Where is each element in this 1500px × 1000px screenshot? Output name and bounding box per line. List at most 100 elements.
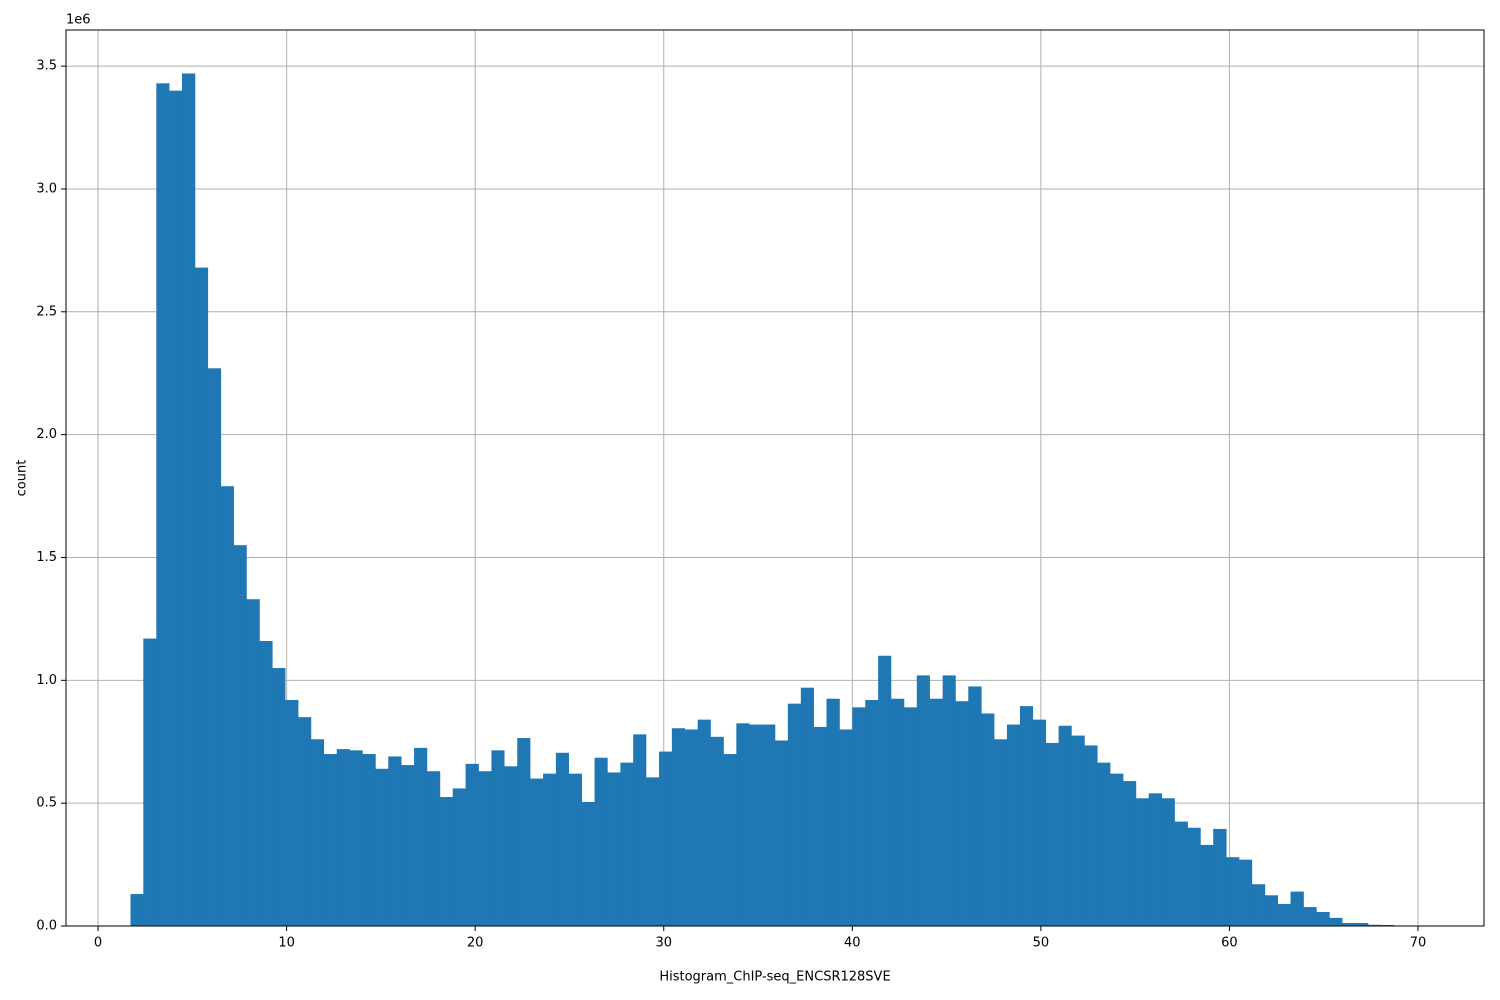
- y-tick-label: 2.0: [36, 427, 57, 442]
- histogram-bar: [852, 707, 866, 926]
- histogram-bar: [1342, 923, 1356, 926]
- histogram-bar: [1355, 923, 1369, 926]
- plot-frame: [65, 29, 1485, 927]
- histogram-bar: [839, 729, 853, 926]
- histogram-bar: [607, 772, 621, 926]
- histogram-bar: [310, 739, 325, 926]
- histogram-bar: [401, 765, 415, 926]
- histogram-bar: [1123, 781, 1137, 926]
- histogram-bar: [916, 675, 930, 926]
- histogram-bar: [659, 751, 673, 926]
- histogram-bar: [388, 756, 402, 926]
- histogram-bar: [1097, 762, 1111, 926]
- histogram-bar: [1161, 798, 1175, 926]
- histogram-bar: [1226, 857, 1240, 926]
- histogram-bar: [929, 698, 943, 926]
- histogram-bar: [594, 757, 608, 926]
- histogram-bar: [1019, 706, 1034, 926]
- histogram-bar: [581, 801, 595, 926]
- y-offset-text: 1e6: [66, 13, 91, 28]
- x-tick-label: 40: [844, 936, 861, 951]
- histogram-bar: [272, 668, 286, 926]
- histogram-bar: [1368, 924, 1382, 926]
- histogram-bar: [568, 773, 583, 926]
- histogram-bar: [775, 740, 789, 926]
- histogram-bar: [1277, 903, 1291, 926]
- histogram-bar: [414, 747, 428, 926]
- histogram-bar: [826, 698, 840, 926]
- histogram-bar: [426, 771, 441, 926]
- histogram-bar: [194, 267, 209, 927]
- histogram-bar: [1187, 827, 1201, 926]
- y-axis-label: count: [15, 460, 30, 497]
- histogram-bar: [1239, 859, 1253, 926]
- histogram-bar: [890, 698, 905, 926]
- histogram-bar: [710, 736, 724, 926]
- y-tick-label: 0.0: [36, 919, 57, 934]
- histogram-bar: [504, 766, 518, 926]
- histogram-bar: [478, 771, 492, 926]
- histogram-bar: [323, 754, 338, 926]
- histogram-bar: [285, 699, 299, 926]
- histogram-bar: [865, 699, 879, 926]
- histogram-bar: [349, 750, 363, 926]
- histogram-bar: [130, 894, 144, 926]
- y-tick-label: 0.5: [36, 796, 57, 811]
- histogram-bar: [517, 738, 531, 926]
- x-tick-label: 10: [278, 936, 295, 951]
- histogram-bar: [736, 723, 750, 926]
- histogram-bar: [1084, 745, 1098, 926]
- histogram-bar: [800, 687, 814, 926]
- histogram-bar: [981, 713, 995, 926]
- histogram-bar: [723, 754, 737, 926]
- histogram-bar: [1006, 724, 1021, 926]
- histogram-bar: [1058, 725, 1072, 926]
- histogram-bar: [1200, 844, 1214, 926]
- histogram-bar: [1071, 735, 1085, 926]
- histogram-bar: [1032, 719, 1047, 926]
- histogram-bar: [903, 707, 918, 926]
- histogram-bar: [762, 724, 776, 926]
- histogram-bar: [452, 788, 466, 926]
- histogram-bar: [994, 739, 1008, 926]
- x-tick-label: 0: [94, 936, 102, 951]
- y-tick-label: 1.5: [36, 550, 57, 565]
- histogram-bar: [375, 768, 389, 926]
- histogram-bar: [465, 763, 479, 926]
- histogram-bar: [1148, 793, 1163, 926]
- x-tick-label: 70: [1410, 936, 1427, 951]
- histogram-bar: [1110, 773, 1124, 926]
- histogram-bar: [169, 90, 183, 927]
- y-tick-label: 3.0: [36, 181, 57, 196]
- histogram-bar: [143, 638, 157, 926]
- histogram-bar: [1316, 911, 1330, 926]
- histogram-bar: [813, 726, 827, 926]
- histogram-bar: [555, 752, 570, 926]
- histogram-bar: [1135, 798, 1150, 926]
- histogram-bar: [684, 729, 698, 926]
- y-tick-label: 1.0: [36, 673, 57, 688]
- y-tick-label: 3.5: [36, 59, 57, 74]
- histogram-bar: [633, 734, 647, 926]
- histogram-bar: [749, 724, 763, 926]
- histogram-bar: [439, 797, 454, 926]
- histogram-bar: [298, 717, 312, 926]
- histogram-bar: [336, 749, 350, 926]
- histogram-bar: [646, 777, 660, 926]
- histogram-bar: [1251, 884, 1266, 926]
- histogram-bar: [1213, 828, 1227, 926]
- histogram-bar: [362, 754, 376, 926]
- histogram-bar: [787, 703, 802, 926]
- x-tick-label: 60: [1221, 936, 1238, 951]
- x-tick-label: 50: [1033, 936, 1050, 951]
- histogram-bar: [246, 599, 260, 926]
- histogram-bar: [543, 773, 557, 926]
- histogram-bar: [1303, 907, 1317, 926]
- histogram-bar: [1290, 891, 1304, 926]
- histogram-bar: [156, 83, 170, 926]
- histogram-bar: [1329, 917, 1343, 926]
- histogram-bar: [878, 655, 892, 926]
- x-tick-label: 20: [467, 936, 484, 951]
- histogram-bar: [697, 719, 711, 926]
